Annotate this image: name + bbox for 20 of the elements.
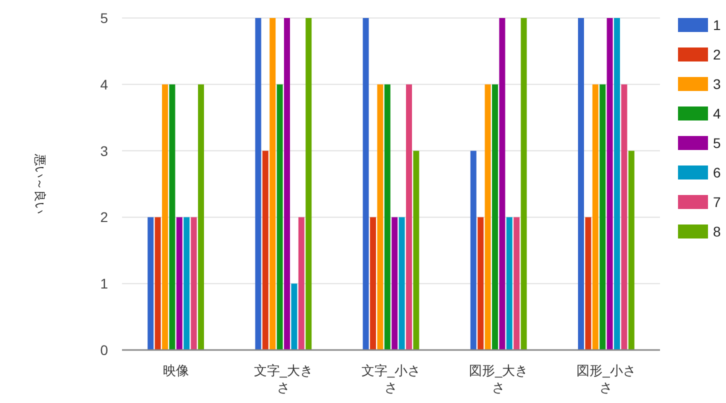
x-tick-label: 文字_小ささ [361,363,421,395]
y-tick-label: 5 [100,10,108,26]
x-tick-label: 図形_小ささ [576,363,636,395]
y-tick-label: 3 [100,142,108,159]
x-tick-label: 文字_大きさ [254,363,314,395]
legend-label: 8 [713,224,721,240]
legend-label: 5 [713,135,721,151]
legend-label: 2 [713,46,721,62]
y-axis-title: 悪い～良い [33,153,47,214]
x-tick-label: 図形_大きさ [468,363,528,395]
y-tick-label: 2 [100,209,108,226]
legend-label: 4 [713,106,721,122]
legend-label: 1 [713,17,721,33]
legend-label: 3 [713,76,721,92]
x-tick-label: 映像 [162,363,189,378]
legend-label: 6 [713,164,721,180]
y-tick-label: 1 [100,276,108,292]
y-tick-label: 4 [100,76,108,92]
legend-label: 7 [713,194,721,210]
y-tick-label: 0 [100,342,108,358]
